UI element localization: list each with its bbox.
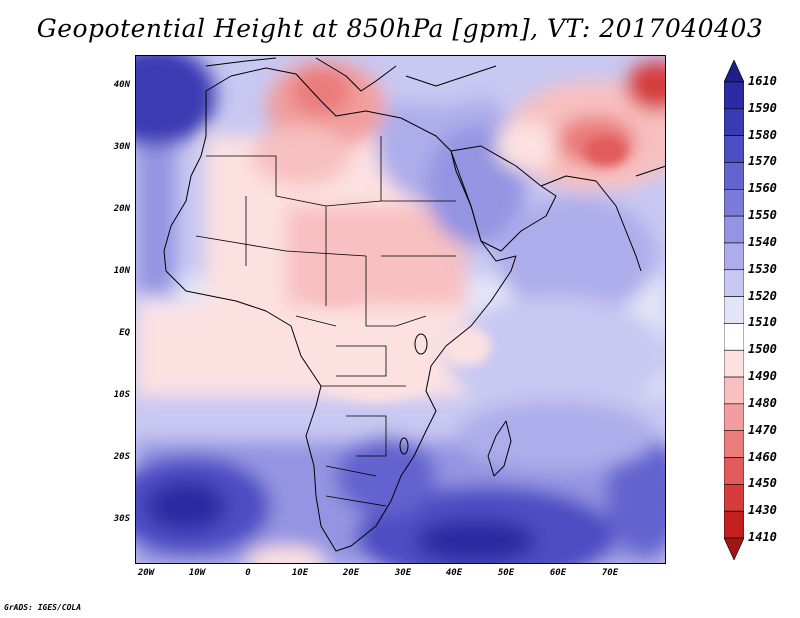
- colorbar-label: 1530: [748, 261, 777, 276]
- map-panel: [135, 55, 666, 564]
- lon-label: 0: [245, 568, 251, 578]
- lon-label: 20W: [137, 568, 155, 578]
- colorbar-segment: [724, 108, 744, 136]
- colorbar-label: 1570: [748, 154, 777, 169]
- lon-label: 50E: [497, 568, 515, 578]
- colorbar-label: 1470: [748, 422, 777, 437]
- colorbar-label: 1550: [748, 208, 777, 223]
- lat-label: 20N: [113, 204, 130, 214]
- field-shading: [136, 56, 665, 563]
- lon-label: 10E: [291, 568, 309, 578]
- colorbar-label: 1580: [748, 127, 777, 142]
- lon-label: 20E: [342, 568, 360, 578]
- colorbar-segment: [724, 457, 744, 485]
- lat-label: 30S: [113, 514, 130, 524]
- footer-credit: GrADS: IGES/COLA: [4, 603, 82, 612]
- colorbar-min-arrow: [724, 537, 744, 560]
- colorbar-label: 1590: [748, 100, 777, 115]
- colorbar-segment: [724, 403, 744, 432]
- lon-label: 40E: [445, 568, 463, 578]
- lon-label: 70E: [601, 568, 619, 578]
- colorbar-segment: [724, 242, 744, 271]
- colorbar-label: 1450: [748, 476, 777, 491]
- colorbar-segment: [724, 323, 744, 351]
- colorbar-segment: [724, 510, 744, 539]
- colorbar-segment: [724, 269, 744, 297]
- lat-label: 40N: [113, 80, 130, 90]
- colorbar-segment: [724, 135, 744, 163]
- arabia: [450, 145, 557, 252]
- lake-victoria: [414, 333, 428, 355]
- colorbar-max-arrow: [724, 60, 744, 83]
- lat-label: EQ: [119, 328, 130, 338]
- colorbar-segment: [724, 430, 744, 458]
- colorbar-label: 1610: [748, 74, 777, 88]
- colorbar-label: 1500: [748, 342, 777, 357]
- coastlines: [163, 57, 665, 552]
- lon-label: 30E: [394, 568, 412, 578]
- lon-label: 10W: [188, 568, 206, 578]
- colorbar-segment: [724, 296, 744, 324]
- colorbar-segment: [724, 349, 744, 378]
- lake-malawi: [399, 437, 409, 455]
- colorbar-label: 1560: [748, 181, 777, 196]
- colorbar-segment: [724, 162, 744, 190]
- africa-coastline: [163, 67, 517, 552]
- height-field-map: [136, 56, 665, 563]
- colorbar-label: 1410: [748, 530, 777, 544]
- colorbar-label: 1490: [748, 369, 777, 384]
- colorbar-label: 1540: [748, 234, 777, 249]
- colorbar-segment: [724, 484, 744, 512]
- field-detail: [306, 136, 628, 401]
- asia-coast: [540, 165, 665, 272]
- colorbar-label: 1480: [748, 395, 777, 410]
- country-borders: [195, 136, 456, 507]
- lat-label: 10S: [113, 390, 130, 400]
- lat-label: 10N: [113, 266, 130, 276]
- colorbar-segment: [724, 215, 744, 244]
- colorbar-label: 1430: [748, 503, 777, 518]
- colorbar: [724, 60, 744, 560]
- colorbar-label: 1520: [748, 288, 777, 303]
- colorbar-segment: [724, 188, 744, 217]
- colorbar-label: 1460: [748, 449, 777, 464]
- colorbar-segment: [724, 81, 744, 110]
- europe-coast: [205, 57, 497, 92]
- madagascar: [487, 420, 512, 477]
- lat-label: 20S: [113, 452, 130, 462]
- colorbar-segment: [724, 376, 744, 405]
- colorbar-label: 1510: [748, 315, 777, 330]
- lat-label: 30N: [113, 142, 130, 152]
- lon-label: 60E: [549, 568, 567, 578]
- map-title: Geopotential Height at 850hPa [gpm], VT:…: [36, 14, 764, 43]
